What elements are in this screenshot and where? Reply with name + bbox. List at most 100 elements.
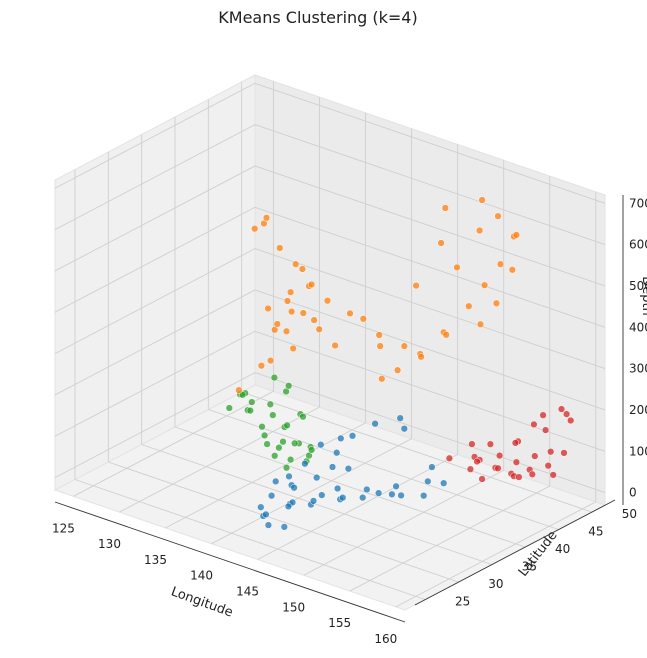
data-point: [272, 477, 280, 486]
x-axis-line: [54, 501, 406, 623]
data-point: [531, 452, 539, 460]
data-point: [495, 451, 504, 460]
data-point: [309, 497, 318, 505]
grid-z-left: [54, 82, 256, 189]
data-point: [378, 375, 386, 383]
data-point: [260, 431, 269, 440]
data-point: [284, 502, 293, 511]
data-point: [299, 413, 307, 421]
data-point: [313, 473, 321, 482]
left-pane: [54, 74, 256, 491]
axes-panes: [53, 74, 607, 611]
data-point: [437, 239, 445, 247]
data-point: [562, 410, 571, 418]
data-point: [412, 281, 420, 290]
grid-x-floor: [349, 485, 550, 592]
grid-z-left: [54, 248, 256, 354]
y-tick-label: 25: [455, 595, 470, 609]
data-point: [453, 263, 461, 272]
y-axis-line: [414, 499, 616, 606]
data-point: [264, 521, 273, 529]
scatter-series-2: [257, 414, 448, 531]
data-point: [328, 463, 337, 471]
data-point: [285, 472, 293, 481]
data-point: [424, 477, 432, 486]
data-point: [246, 406, 254, 415]
data-point: [441, 204, 449, 212]
data-point: [307, 446, 316, 454]
data-point: [286, 288, 295, 296]
data-point: [512, 458, 521, 466]
data-point: [271, 452, 279, 460]
data-point: [494, 464, 502, 472]
grid-y-floor: [208, 409, 559, 530]
data-point: [283, 297, 292, 305]
data-point: [263, 440, 271, 448]
data-point: [264, 304, 272, 313]
data-point: [270, 373, 279, 382]
data-point: [473, 457, 481, 466]
scatter-points: [225, 196, 575, 531]
grid-z-back: [254, 165, 606, 287]
z-tick-label: 200: [629, 403, 647, 417]
grid-z-left: [54, 124, 256, 230]
grid-x-floor: [395, 501, 596, 608]
data-point: [512, 231, 521, 239]
data-point: [235, 386, 243, 394]
data-point: [285, 382, 293, 390]
data-point: [287, 307, 296, 316]
data-point: [393, 366, 402, 374]
data-point: [508, 266, 516, 274]
data-point: [530, 420, 538, 429]
data-point: [375, 331, 383, 339]
data-point: [486, 440, 495, 448]
grid-z-back: [254, 248, 606, 370]
data-point: [376, 342, 384, 350]
data-point: [258, 423, 266, 431]
data-point: [262, 510, 270, 519]
data-point: [392, 482, 400, 490]
grid-z-back: [254, 82, 606, 204]
grid-y-floor: [174, 426, 526, 548]
data-point: [440, 479, 448, 487]
data-point: [478, 196, 486, 204]
tick-labels: 1251301351401451501551602530354045500100…: [52, 196, 647, 645]
y-tick-label: 35: [522, 560, 537, 574]
data-point: [541, 426, 550, 434]
grid-z-back: [254, 124, 606, 246]
data-point: [266, 356, 275, 365]
grid-x-floor: [73, 390, 274, 497]
grid-z-back: [254, 289, 606, 411]
data-point: [544, 462, 552, 470]
data-point: [279, 438, 287, 446]
grid-z-left: [54, 165, 256, 272]
x-tick-label: 140: [190, 569, 213, 583]
data-point: [289, 344, 297, 353]
data-point: [480, 281, 489, 289]
data-point: [257, 362, 266, 370]
data-point: [374, 489, 383, 497]
z-tick-label: 400: [629, 320, 647, 334]
x-tick-label: 145: [236, 585, 259, 599]
data-point: [282, 464, 291, 472]
data-point: [420, 492, 428, 500]
data-point: [301, 460, 309, 468]
data-point: [333, 484, 342, 493]
scatter-series-4: [235, 196, 521, 394]
data-point: [262, 214, 271, 222]
data-point: [557, 405, 566, 413]
data-point: [248, 398, 256, 406]
grid-y-floor: [141, 444, 492, 565]
z-tick-label: 100: [629, 444, 647, 458]
z-tick-label: 300: [629, 362, 647, 376]
data-point: [283, 421, 291, 429]
data-point: [511, 439, 520, 447]
data-point: [400, 425, 408, 433]
data-point: [468, 440, 476, 448]
data-point: [266, 400, 274, 408]
data-point: [445, 454, 454, 462]
data-point: [478, 475, 486, 483]
y-tick-label: 45: [588, 525, 603, 539]
y-tick-label: 40: [555, 542, 570, 556]
